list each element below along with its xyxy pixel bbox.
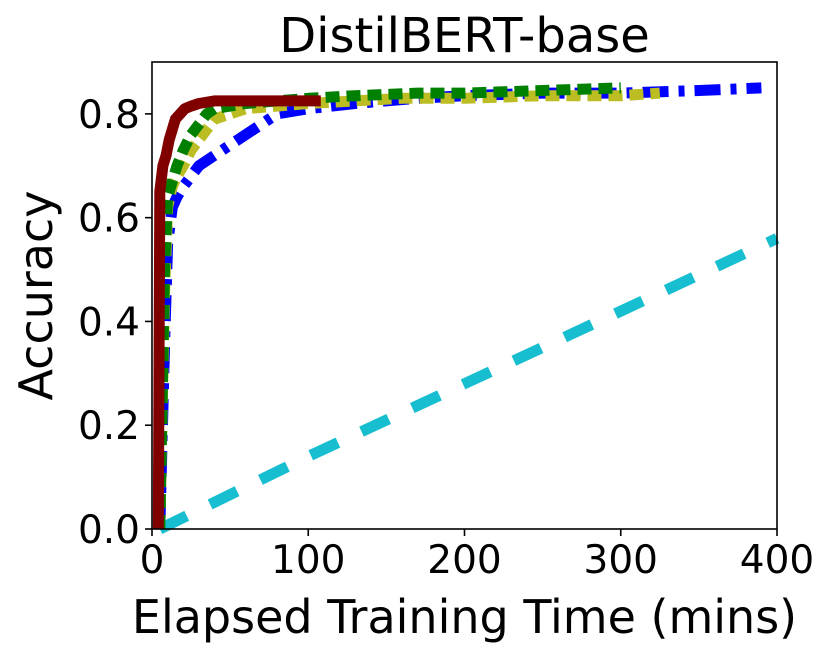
series-olive-dotted (154, 87, 661, 530)
y-axis-title: Accuracy (9, 190, 63, 400)
chart-title: DistilBERT-base (279, 8, 650, 64)
series-layer (152, 82, 780, 534)
ticks-layer: 0 100 200 300 400 0.0 0.2 0.4 0.6 0.8 (78, 93, 814, 583)
y-tick-label: 0.8 (78, 93, 140, 138)
y-tick-label: 0.4 (78, 300, 140, 345)
plot-frame (151, 61, 778, 530)
series-cyan-dashed (157, 233, 780, 534)
x-tick-label: 400 (740, 538, 814, 583)
y-tick-label: 0.2 (78, 404, 140, 449)
series-blue-dashdot (154, 82, 762, 530)
x-tick-label: 200 (427, 538, 501, 583)
x-tick-label: 0 (140, 538, 165, 583)
x-tick-label: 100 (271, 538, 345, 583)
x-tick-label: 300 (584, 538, 658, 583)
y-tick-label: 0.0 (78, 508, 140, 553)
x-axis-title: Elapsed Training Time (mins) (132, 590, 797, 644)
series-green-dotted (154, 82, 621, 530)
y-tick-label: 0.6 (78, 197, 140, 242)
series-darkred-solid (152, 95, 321, 530)
